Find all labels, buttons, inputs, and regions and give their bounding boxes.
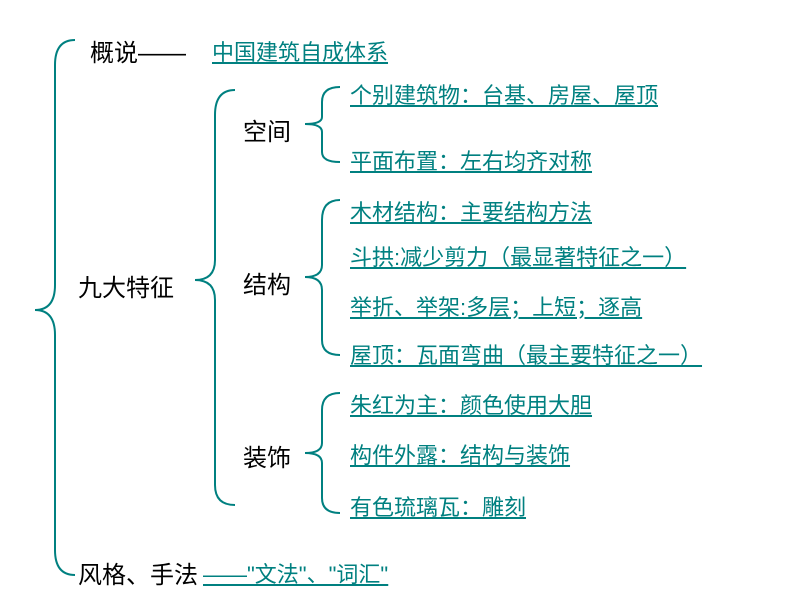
decoration-item-3[interactable]: 有色琉璃瓦：雕刻	[350, 490, 526, 522]
overview-label: 概说——	[90, 33, 186, 68]
decoration-item-2[interactable]: 构件外露：结构与装饰	[350, 438, 570, 470]
structure-label: 结构	[243, 265, 291, 300]
space-label: 空间	[243, 112, 291, 147]
decoration-label: 装饰	[243, 438, 291, 473]
space-item-2[interactable]: 平面布置：左右均齐对称	[350, 144, 592, 176]
main-brace	[30, 35, 80, 580]
space-brace	[300, 82, 345, 167]
structure-item-4[interactable]: 屋顶：瓦面弯曲（最主要特征之一）	[350, 338, 702, 370]
structure-item-2[interactable]: 斗拱:减少剪力（最显著特征之一）	[350, 240, 686, 272]
style-label: 风格、手法	[78, 555, 198, 590]
style-link[interactable]: ——"文法"、"词汇"	[203, 557, 388, 589]
structure-brace	[300, 195, 345, 360]
structure-item-1[interactable]: 木材结构：主要结构方法	[350, 195, 592, 227]
overview-link[interactable]: 中国建筑自成体系	[212, 35, 388, 67]
structure-item-3[interactable]: 举折、举架:多层；上短；逐高	[350, 290, 642, 322]
decoration-item-1[interactable]: 朱红为主：颜色使用大胆	[350, 388, 592, 420]
nine-features-label: 九大特征	[78, 268, 174, 303]
space-item-1[interactable]: 个别建筑物：台基、房屋、屋顶	[350, 78, 658, 110]
decoration-brace	[300, 388, 345, 518]
nine-features-brace	[190, 85, 240, 505]
